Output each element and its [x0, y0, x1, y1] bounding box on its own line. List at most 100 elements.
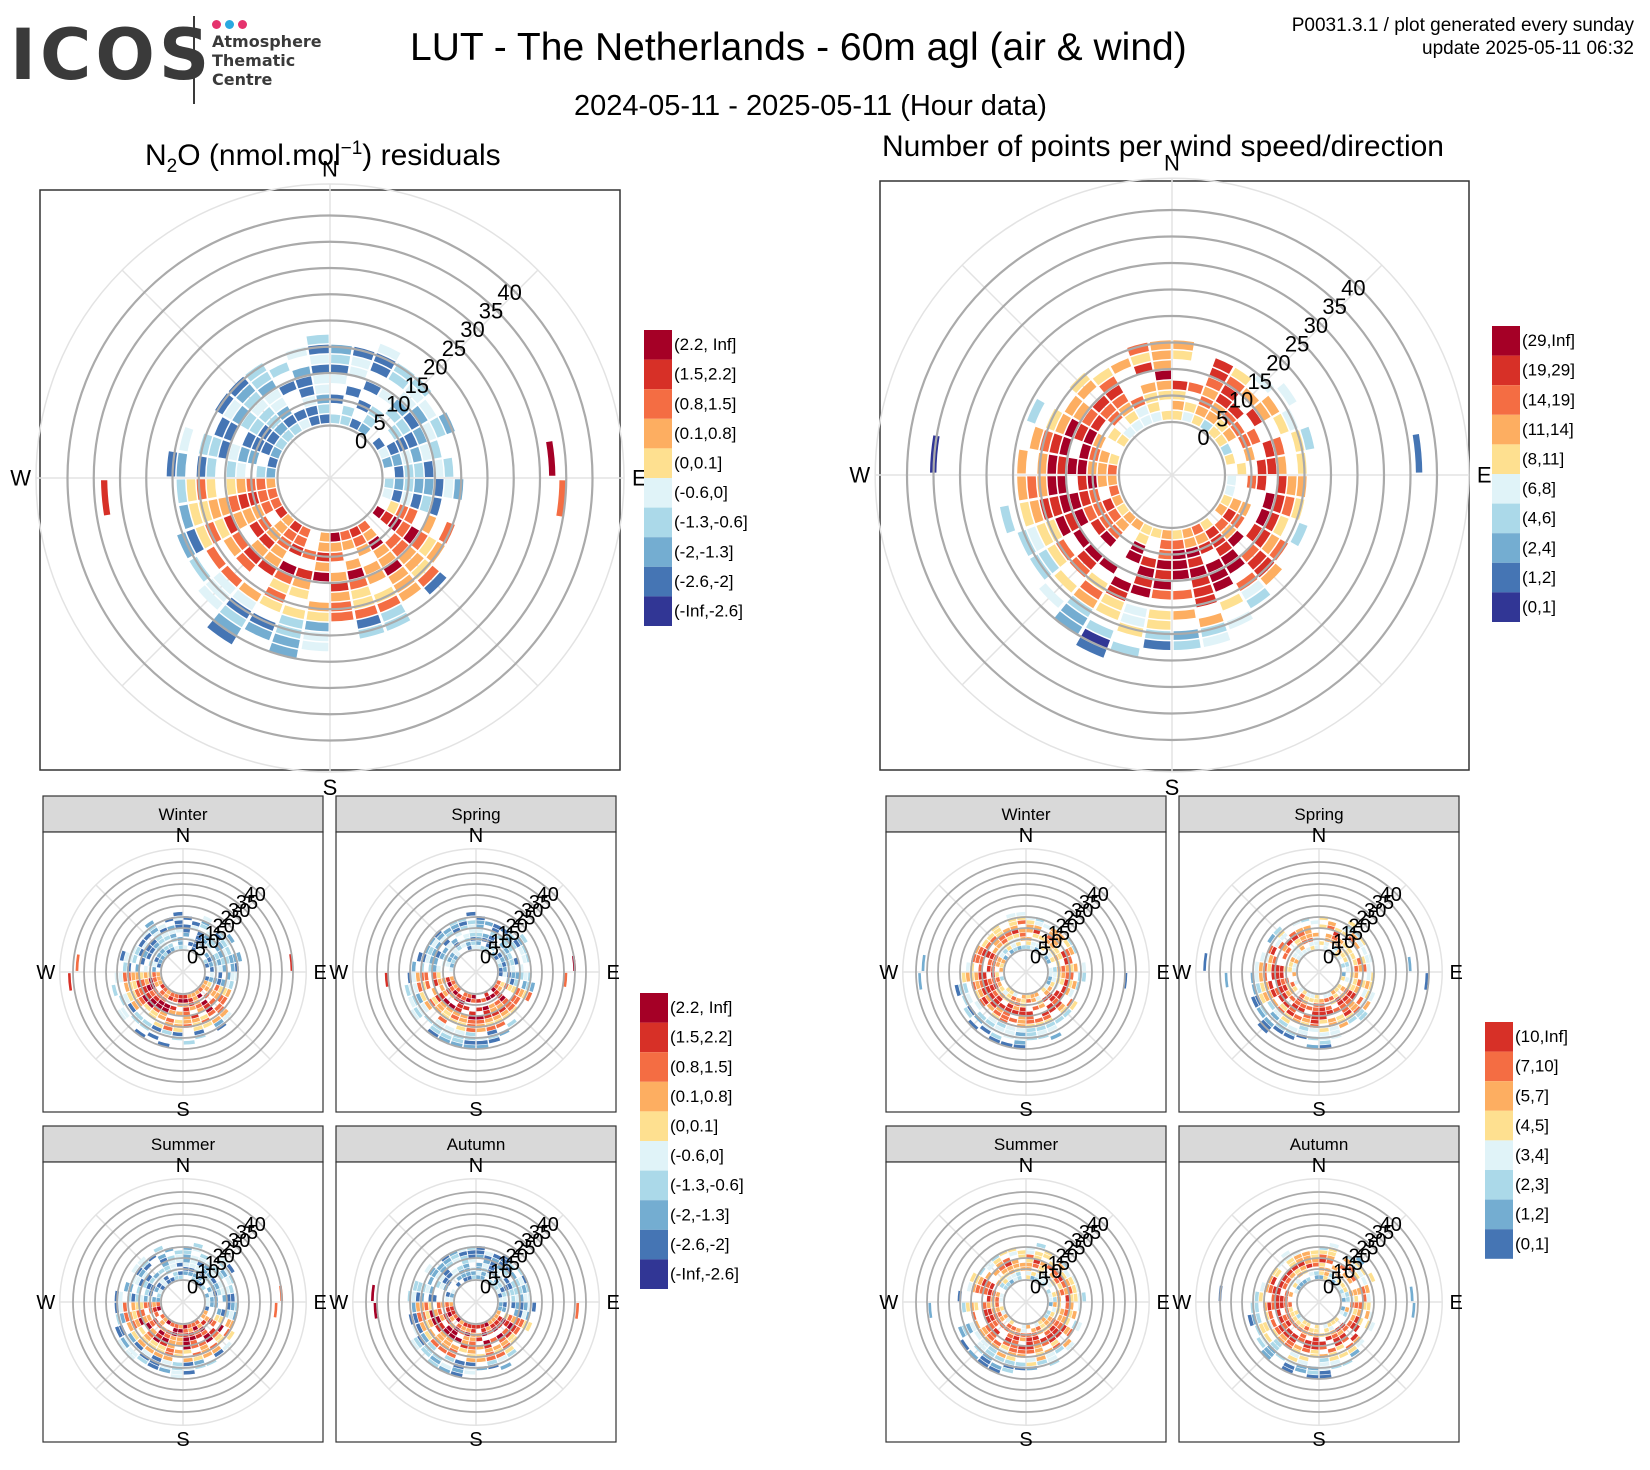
heat-cell: [961, 972, 967, 983]
heat-cell: [1080, 580, 1103, 600]
heat-cell: [341, 405, 355, 417]
heat-cell: [142, 1280, 149, 1288]
outer-ring: [1195, 1178, 1443, 1426]
direction-label-e: E: [1157, 1292, 1170, 1314]
heat-cell: [1236, 462, 1247, 475]
heat-cell: [529, 982, 536, 992]
heat-cell: [1021, 945, 1026, 950]
heat-cell: [1361, 946, 1368, 956]
heat-cell: [1288, 1336, 1297, 1343]
heat-cell: [134, 988, 141, 998]
heat-cell: [1267, 963, 1272, 972]
heat-cell: [191, 1343, 199, 1349]
heat-cell: [351, 586, 372, 600]
heat-cell: [1344, 1291, 1350, 1297]
heat-cell: [183, 1011, 191, 1016]
heat-cell: [115, 1326, 123, 1338]
heat-cell: [217, 1280, 224, 1288]
heat-cell: [354, 605, 378, 619]
heat-cell: [1065, 972, 1070, 980]
legend-swatch: [1492, 385, 1520, 415]
heat-cell: [455, 1281, 461, 1287]
heat-cell: [214, 1314, 220, 1322]
radial-tick-label: 10: [1040, 931, 1062, 953]
heat-cell: [1173, 569, 1190, 580]
heat-cell: [1065, 964, 1070, 972]
heat-cell: [1327, 992, 1333, 997]
heat-cell: [435, 941, 442, 950]
radial-ring: [992, 938, 1060, 1006]
heat-cell: [993, 1009, 1002, 1017]
heat-cell: [503, 1277, 510, 1284]
heat-cell: [1278, 1280, 1285, 1288]
heat-cell: [1064, 418, 1080, 438]
heat-cell: [438, 1322, 446, 1330]
legend-label: (-2,-1.3]: [674, 542, 734, 561]
heat-cell: [1156, 559, 1172, 570]
heat-cell: [378, 551, 396, 568]
heat-cell: [459, 1319, 465, 1325]
radial-tick-label: 0: [1030, 946, 1041, 968]
heat-cell: [174, 945, 179, 951]
radial-tick-label: 40: [244, 884, 266, 906]
heat-cell: [497, 1282, 503, 1289]
heat-cell: [465, 997, 471, 1003]
heat-cell: [1172, 380, 1188, 391]
heat-cell: [1097, 462, 1108, 475]
heat-cell: [1048, 1261, 1057, 1268]
heat-cell: [1131, 518, 1144, 531]
heat-cell: [1254, 557, 1275, 578]
heat-cell: [126, 1321, 134, 1332]
heat-cell: [1010, 943, 1017, 949]
heat-cell: [1043, 1313, 1049, 1319]
heat-cell: [1303, 1343, 1311, 1349]
radial-spoke: [388, 884, 477, 973]
heat-cell: [458, 1017, 468, 1023]
heat-cell: [174, 1349, 183, 1354]
heat-cell: [1069, 492, 1082, 510]
heat-cell: [189, 1263, 196, 1269]
heat-cell: [403, 412, 420, 430]
radial-ring: [149, 938, 217, 1006]
heat-cell: [203, 980, 208, 986]
heat-cell: [1282, 952, 1288, 960]
heat-cell: [1214, 517, 1229, 532]
heat-cell: [1328, 995, 1335, 1001]
heat-cell: [1339, 1264, 1347, 1272]
heat-cell: [1349, 1348, 1360, 1358]
heat-cell: [1260, 1349, 1272, 1361]
heat-cell: [998, 1264, 1006, 1272]
heat-cell: [1045, 1351, 1056, 1359]
radial-ring: [1230, 1213, 1408, 1391]
heat-cell: [1015, 1271, 1021, 1277]
radial-ring: [442, 938, 510, 1006]
heat-cell: [986, 1003, 995, 1012]
heat-cell: [1255, 983, 1262, 994]
heat-cell: [228, 954, 234, 964]
direction-label-s: S: [176, 1099, 189, 1121]
heat-cell: [1281, 992, 1289, 1000]
heat-cell: [259, 407, 275, 423]
heat-cell: [1278, 1324, 1285, 1333]
heat-cell: [1031, 997, 1037, 1003]
radial-tick-label: 15: [1247, 369, 1271, 394]
plot-metadata: P0031.3.1 / plot generated every sunday …: [1292, 14, 1634, 60]
heat-cell: [1051, 1291, 1057, 1297]
radial-tick-label: 5: [1216, 406, 1228, 431]
heat-cell: [419, 1321, 427, 1332]
heat-cell: [1270, 1011, 1280, 1021]
heat-cell: [403, 526, 420, 544]
radial-ring: [926, 1202, 1126, 1402]
heat-cell: [443, 939, 451, 947]
heat-cell: [214, 1333, 223, 1342]
heat-cell: [391, 399, 409, 417]
heat-cell: [163, 1265, 171, 1271]
heat-cell: [226, 461, 237, 477]
heat-cell: [1047, 544, 1067, 567]
heat-cell: [174, 1019, 183, 1024]
heat-cell: [435, 1018, 446, 1028]
radial-ring: [66, 214, 594, 742]
direction-label-e: E: [607, 962, 620, 984]
